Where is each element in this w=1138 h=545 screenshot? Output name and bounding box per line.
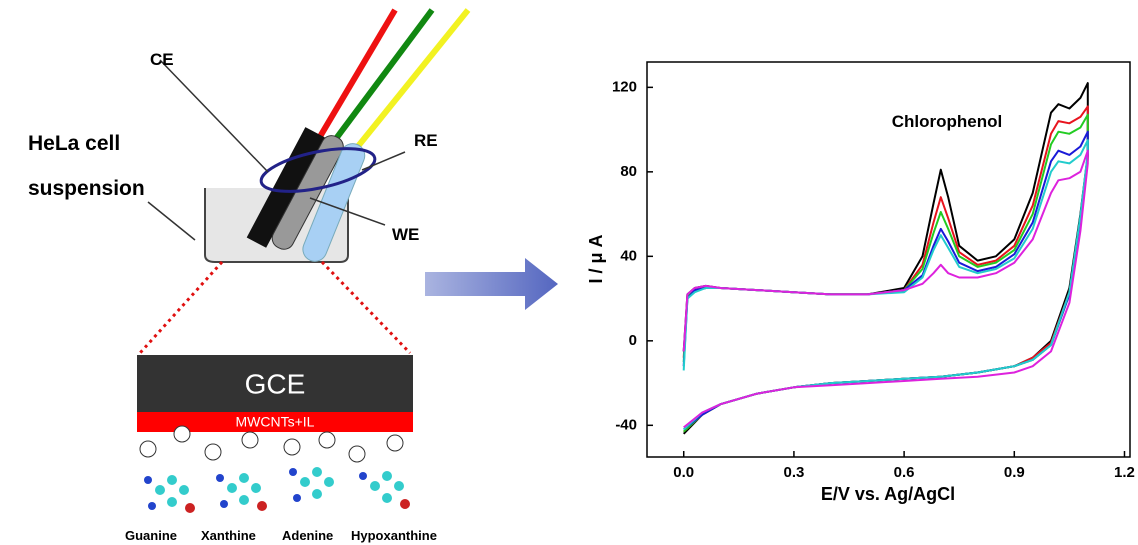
cv-curve (684, 140, 1088, 429)
cv-curve (684, 132, 1088, 430)
x-tick-label: 0.6 (894, 464, 915, 481)
y-tick-label: 40 (620, 247, 637, 264)
cv-curve (684, 151, 1088, 428)
molecules (144, 467, 410, 513)
arrow (425, 258, 558, 310)
cv-curve (684, 115, 1088, 432)
pointer (148, 202, 195, 240)
y-tick-label: 80 (620, 163, 637, 180)
label: RE (414, 131, 438, 150)
label: Guanine (125, 528, 177, 543)
label: Hypoxanthine (351, 528, 437, 543)
x-tick-label: 0.3 (783, 464, 804, 481)
y-tick-label: 120 (612, 78, 637, 95)
figure: CE RE WE HeLa cell suspension GCE MWCNTs… (0, 0, 1138, 545)
wire (355, 10, 468, 150)
label: Xanthine (201, 528, 256, 543)
label: Adenine (282, 528, 333, 543)
pointer (160, 60, 268, 172)
zoom-line (140, 262, 222, 353)
chart: Chlorophenol E/V vs. Ag/AgCl I / μ A 0.0… (586, 62, 1135, 504)
x-tick-label: 0.9 (1004, 464, 1025, 481)
y-axis-title: I / μ A (586, 234, 606, 283)
label: MWCNTs+IL (236, 414, 315, 430)
diagram: CE RE WE HeLa cell suspension GCE MWCNTs… (28, 10, 558, 543)
label: suspension (28, 177, 145, 200)
zoom-line (322, 262, 410, 353)
label: CE (150, 50, 174, 69)
label: HeLa cell (28, 132, 120, 155)
pointer (362, 152, 405, 170)
y-tick-label: -40 (615, 416, 637, 433)
x-axis-title: E/V vs. Ag/AgCl (821, 484, 955, 504)
label: WE (392, 225, 419, 244)
y-tick-label: 0 (629, 332, 637, 349)
x-tick-label: 0.0 (673, 464, 694, 481)
label: GCE (245, 368, 306, 399)
annotation: Chlorophenol (892, 112, 1002, 131)
x-tick-label: 1.2 (1114, 464, 1135, 481)
